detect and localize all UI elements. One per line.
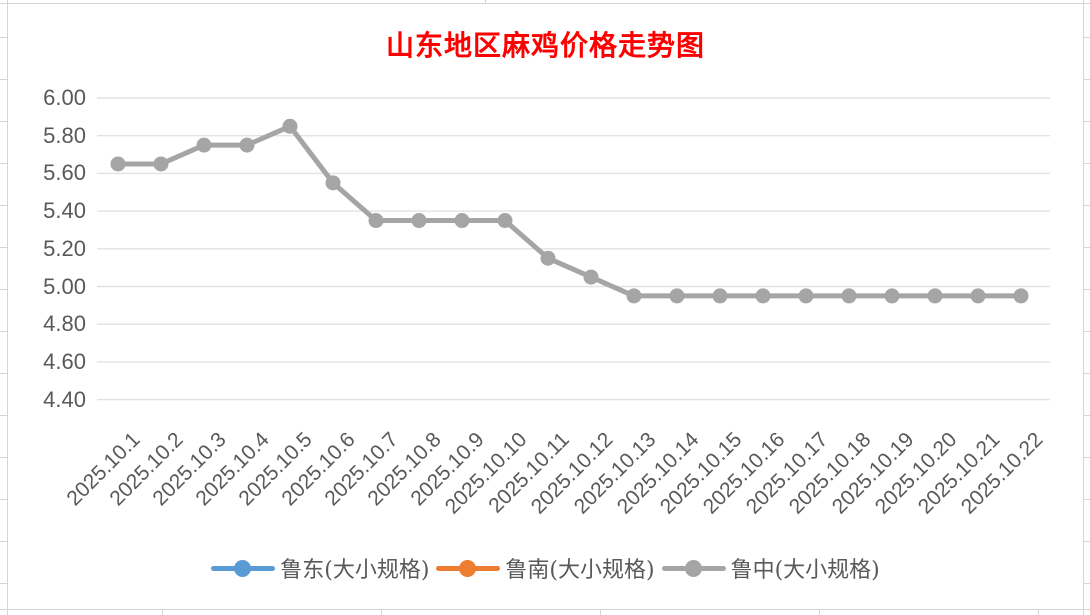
series-鲁中(大小规格) <box>110 118 1029 304</box>
y-axis-label: 5.40 <box>43 198 86 224</box>
sheet-gridline <box>0 79 7 80</box>
y-axis-label: 5.00 <box>43 273 86 299</box>
legend-line-marker-icon <box>211 559 276 577</box>
sheet-gridline <box>1084 37 1090 38</box>
sheet-gridline <box>0 163 7 164</box>
sheet-gridline <box>1038 610 1039 615</box>
y-axis-label: 5.60 <box>43 160 86 186</box>
sheet-gridline <box>0 583 7 584</box>
sheet-gridline <box>1084 247 1090 248</box>
sheet-gridline <box>381 610 382 615</box>
legend-line-marker-icon <box>436 559 501 577</box>
legend: 鲁东(大小规格) 鲁南(大小规格) 鲁中(大小规格) <box>8 552 1083 584</box>
sheet-gridline <box>1083 0 1084 615</box>
sheet-gridline <box>7 0 8 615</box>
sheet-gridline <box>1084 121 1090 122</box>
legend-label: 鲁东(大小规格) <box>280 558 430 583</box>
y-axis-label: 4.60 <box>43 348 86 374</box>
sheet-gridline <box>0 373 7 374</box>
plot-area <box>97 97 1050 401</box>
sheet-gridline <box>0 3 1090 4</box>
sheet-gridline <box>819 610 820 615</box>
sheet-gridline <box>1084 541 1090 542</box>
sheet-gridline <box>1084 289 1090 290</box>
sheet-gridline <box>1084 373 1090 374</box>
sheet-gridline <box>1084 205 1090 206</box>
legend-label: 鲁南(大小规格) <box>505 558 655 583</box>
legend-item[interactable]: 鲁东(大小规格) <box>211 552 429 584</box>
sheet-gridline <box>0 609 1090 610</box>
y-axis-label: 6.00 <box>43 85 86 110</box>
sheet-gridline <box>1084 163 1090 164</box>
y-axis-label: 5.80 <box>43 122 86 148</box>
sheet-gridline <box>0 247 7 248</box>
y-axis-label: 5.20 <box>43 235 86 261</box>
legend-item[interactable]: 鲁中(大小规格) <box>661 552 880 584</box>
sheet-gridline <box>1084 457 1090 458</box>
sheet-gridline <box>485 0 486 3</box>
sheet-gridline <box>600 610 601 615</box>
sheet-gridline <box>0 457 7 458</box>
sheet-gridline <box>1084 79 1090 80</box>
sheet-gridline <box>0 289 7 290</box>
sheet-gridline <box>0 541 7 542</box>
sheet-gridline <box>0 121 7 122</box>
legend-item[interactable]: 鲁南(大小规格) <box>436 552 655 584</box>
sheet-gridline <box>0 205 7 206</box>
sheet-gridline <box>162 610 163 615</box>
sheet-gridline <box>1084 583 1090 584</box>
sheet-gridline <box>0 415 7 416</box>
legend-label: 鲁中(大小规格) <box>730 558 880 583</box>
sheet-gridline <box>1084 415 1090 416</box>
legend-line-marker-icon <box>661 559 726 577</box>
sheet-gridline <box>0 499 7 500</box>
chart-title: 山东地区麻鸡价格走势图 <box>385 29 705 62</box>
sheet-gridline <box>0 331 7 332</box>
y-axis-label: 4.80 <box>43 311 86 337</box>
y-axis-label: 4.40 <box>43 386 86 412</box>
sheet-gridline <box>1084 499 1090 500</box>
chart-area[interactable]: 山东地区麻鸡价格走势图 6.00 5.80 5.60 5.40 5.20 5.00 4.80… <box>8 4 1083 609</box>
gridlines <box>97 97 1050 401</box>
sheet-gridline <box>0 37 7 38</box>
sheet-gridline <box>1084 331 1090 332</box>
